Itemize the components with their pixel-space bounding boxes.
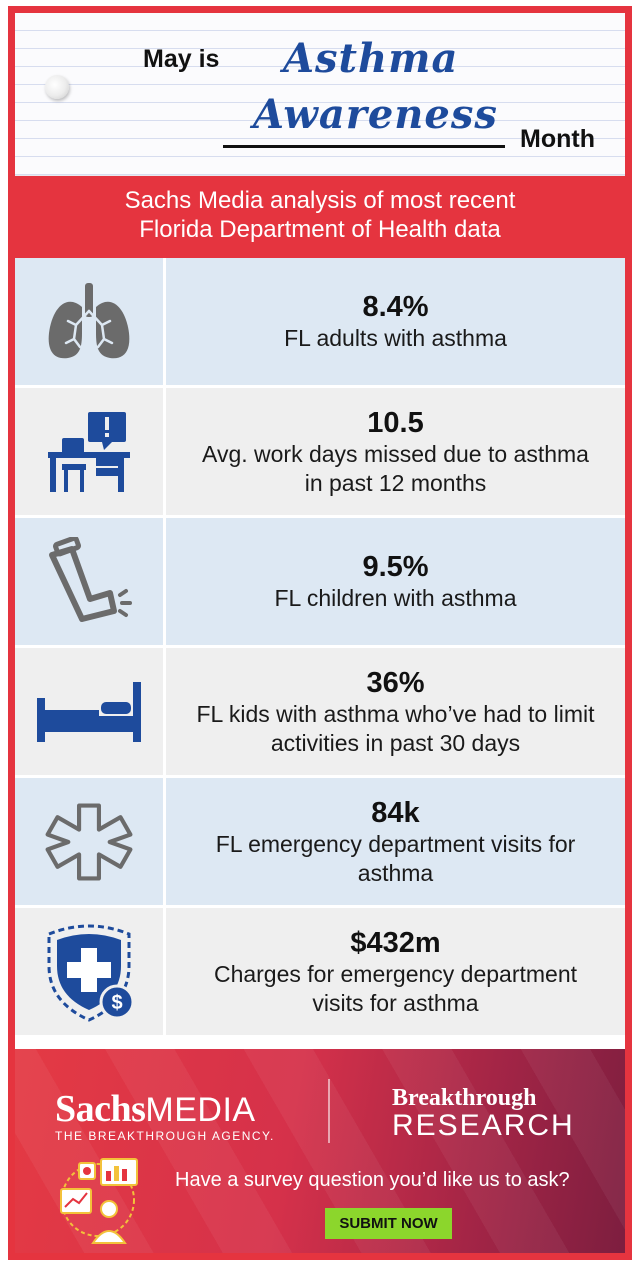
row-divider <box>15 515 625 518</box>
infographic-frame: May is Asthma Awareness Month Sachs Medi… <box>8 6 632 1260</box>
fill-in-line <box>223 145 505 148</box>
stat-icon-cell: $ <box>15 908 163 1035</box>
bed-icon <box>37 681 141 742</box>
footer-banner: SachsMEDIA THE BREAKTHROUGH AGENCY. Brea… <box>15 1049 625 1253</box>
subtitle-line1: Sachs Media analysis of most recent <box>124 187 516 214</box>
logo-divider <box>328 1079 330 1143</box>
stat-value: $432m <box>350 926 441 959</box>
header-script-line1: Asthma <box>283 35 459 82</box>
header-suffix: Month <box>520 125 595 153</box>
desk-alert-icon <box>48 411 130 492</box>
stat-row-children: 9.5% FL children with asthma <box>15 518 625 648</box>
subtitle-band: Sachs Media analysis of most recent Flor… <box>15 176 625 258</box>
stat-row-limited-activities: 36% FL kids with asthma who’ve had to li… <box>15 648 625 778</box>
research-logo-line1: Breakthrough <box>392 1085 537 1111</box>
stat-label: FL adults with asthma <box>284 325 507 351</box>
stat-label: FL children with asthma <box>274 585 517 611</box>
stat-label: FL kids with asthma who’ve had to limit … <box>196 700 595 756</box>
stat-text-cell: 8.4% FL adults with asthma <box>166 258 625 385</box>
stat-text-cell: 9.5% FL children with asthma <box>166 518 625 645</box>
brand-light: MEDIA <box>145 1091 256 1129</box>
svg-text:$: $ <box>111 992 122 1014</box>
stat-text-cell: 36% FL kids with asthma who’ve had to li… <box>166 648 625 775</box>
row-divider <box>15 645 625 648</box>
sachs-media-logo: SachsMEDIA <box>55 1087 256 1131</box>
stat-row-er-charges: $ $432m Charges for emergency department… <box>15 908 625 1038</box>
stat-value: 36% <box>366 666 425 699</box>
survey-prompt: Have a survey question you’d like us to … <box>175 1169 570 1191</box>
inhaler-icon <box>49 536 132 622</box>
stat-row-er-visits: 84k FL emergency department visits for a… <box>15 778 625 908</box>
row-divider <box>15 385 625 388</box>
notebook-header: May is Asthma Awareness Month <box>15 13 625 176</box>
brand-bold: Sachs <box>55 1088 146 1130</box>
stat-text-cell: 10.5 Avg. work days missed due to asthma… <box>166 388 625 515</box>
subtitle-line2: Florida Department of Health data <box>139 216 501 243</box>
header-script-line2: Awareness <box>253 91 498 138</box>
stat-value: 84k <box>371 796 420 829</box>
stat-icon-cell <box>15 518 163 645</box>
stats-list: 8.4% FL adults with asthma <box>15 258 625 1038</box>
stat-value: 8.4% <box>362 291 429 323</box>
stat-row-adults: 8.4% FL adults with asthma <box>15 258 625 388</box>
stat-row-work-days: 10.5 Avg. work days missed due to asthma… <box>15 388 625 518</box>
stat-icon-cell <box>15 648 163 775</box>
stat-icon-cell <box>15 388 163 515</box>
brand-tagline: THE BREAKTHROUGH AGENCY. <box>55 1129 275 1143</box>
footer-pattern <box>15 1049 625 1253</box>
submit-now-button[interactable]: SUBMIT NOW <box>325 1208 452 1239</box>
stat-icon-cell <box>15 258 163 385</box>
row-divider <box>15 775 625 778</box>
research-logo-line2: RESEARCH <box>392 1109 575 1142</box>
stat-value: 9.5% <box>362 551 429 583</box>
stat-icon-cell <box>15 778 163 905</box>
header-prefix: May is <box>143 45 220 73</box>
lungs-icon <box>48 282 130 358</box>
stat-text-cell: 84k FL emergency department visits for a… <box>166 778 625 905</box>
medical-star-icon <box>45 802 133 881</box>
stat-label: Avg. work days missed due to asthma in p… <box>202 440 589 496</box>
stat-value: 10.5 <box>367 406 424 439</box>
insurance-shield-icon: $ <box>47 924 135 1022</box>
row-divider <box>15 905 625 908</box>
stat-label: Charges for emergency department visits … <box>213 960 578 1016</box>
stat-label: FL emergency department visits for asthm… <box>215 830 576 886</box>
survey-collage-icon <box>60 1158 138 1244</box>
binder-hole <box>45 75 69 99</box>
stat-text-cell: $432m Charges for emergency department v… <box>166 908 625 1035</box>
